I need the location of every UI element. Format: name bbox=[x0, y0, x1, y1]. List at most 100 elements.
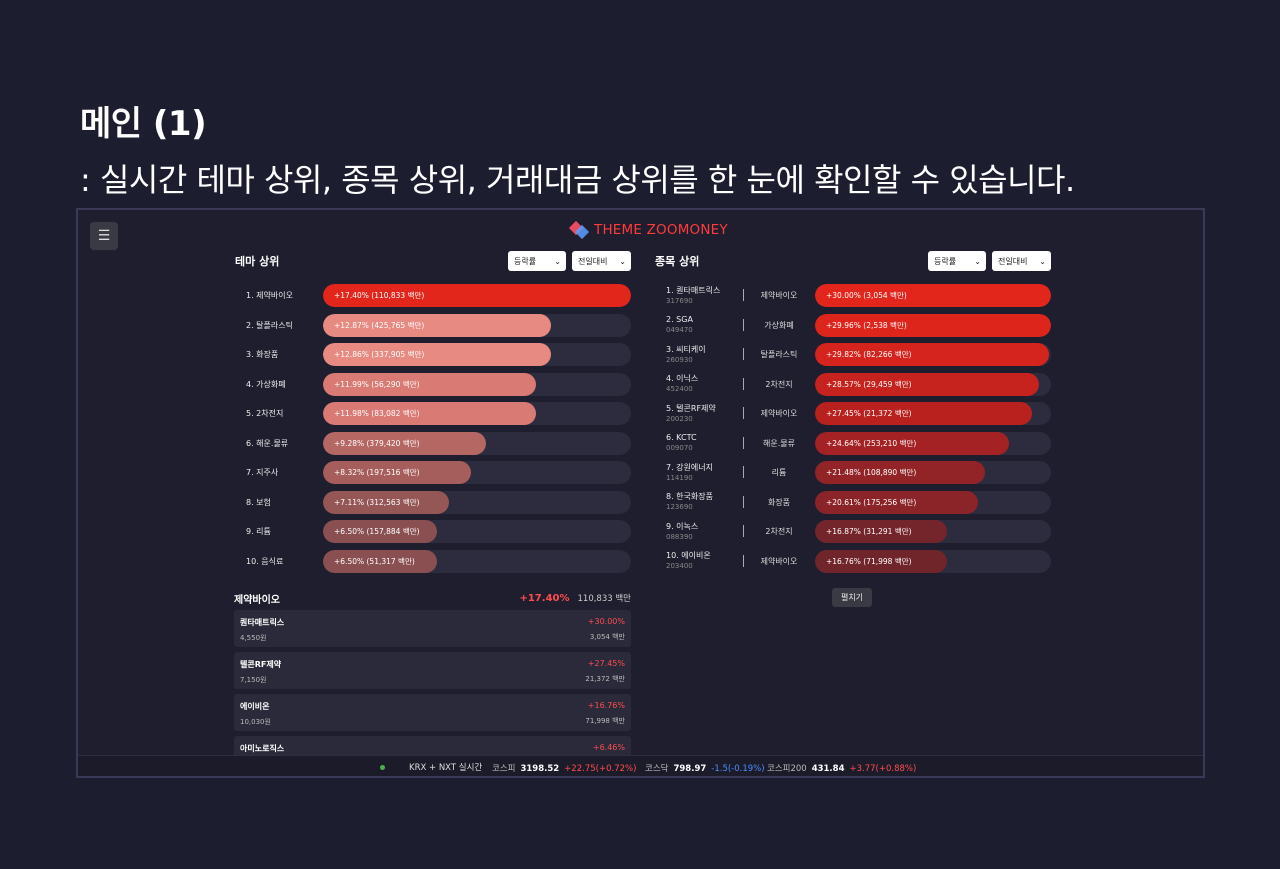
theme-bar[interactable]: +9.28% (379,420 백만) bbox=[323, 431, 631, 455]
logo[interactable]: THEME ZOOMONEY bbox=[568, 220, 728, 240]
theme-row[interactable]: 9. 리튬 +6.50% (157,884 백만) bbox=[234, 517, 631, 547]
stock-bar[interactable]: +16.87% (31,291 백만) bbox=[815, 520, 1051, 543]
stock-row[interactable]: 5. 텔콘RF제약 200230 제약바이오 +27.45% (21,372 백만) bbox=[654, 399, 1051, 429]
stock-name: 5. 텔콘RF제약 bbox=[666, 403, 716, 413]
index-change: -1.5(-0.19%) bbox=[711, 764, 765, 774]
stock-bar-label: +30.00% (3,054 백만) bbox=[826, 291, 907, 300]
detail-stock-card[interactable]: 퀀타매트릭스 4,550원 +30.00% 3,054 백만 bbox=[234, 610, 631, 647]
theme-bar[interactable]: +12.87% (425,765 백만) bbox=[323, 313, 631, 337]
stock-theme: 가상화폐 bbox=[764, 320, 794, 330]
stock-bar[interactable]: +29.96% (2,538 백만) bbox=[815, 313, 1051, 337]
theme-row[interactable]: 8. 보험 +7.11% (312,563 백만) bbox=[234, 488, 631, 518]
stock-bar-fill bbox=[815, 284, 1051, 307]
theme-sort-select[interactable]: 등락률 ⌄ bbox=[508, 251, 566, 271]
stock-theme: 제약바이오 bbox=[760, 291, 798, 301]
stock-theme: 2차전지 bbox=[765, 527, 793, 537]
stock-bar-label: +24.64% (253,210 백만) bbox=[826, 438, 917, 448]
stock-bar[interactable]: +27.45% (21,372 백만) bbox=[815, 402, 1051, 425]
stock-code: 452400 bbox=[666, 385, 693, 394]
theme-row[interactable]: 2. 탈플라스틱 +12.87% (425,765 백만) bbox=[234, 311, 631, 341]
stock-bar-fill bbox=[815, 343, 1049, 366]
detail-stock-card[interactable]: 에이비온 10,030원 +16.76% 71,998 백만 bbox=[234, 694, 631, 731]
theme-row[interactable]: 7. 지주사 +8.32% (197,516 백만) bbox=[234, 458, 631, 488]
divider bbox=[743, 554, 744, 567]
stock-theme: 제약바이오 bbox=[760, 556, 798, 566]
stock-bar-fill bbox=[815, 431, 1009, 455]
theme-list: 1. 제약바이오 +17.40% (110,833 백만) 2. 탈플라스틱 +12.… bbox=[234, 281, 631, 576]
menu-button[interactable]: ☰ bbox=[90, 222, 118, 250]
stock-name: 8. 한국화장품 bbox=[666, 492, 713, 502]
stock-name: 10. 에이비온 bbox=[666, 551, 711, 561]
stock-name-block: 7. 강원에너지 114190 bbox=[654, 463, 744, 483]
stock-row[interactable]: 7. 강원에너지 114190 리튬 +21.48% (108,890 백만) bbox=[654, 458, 1051, 488]
stock-code: 009070 bbox=[666, 444, 693, 453]
theme-row[interactable]: 10. 음식료 +6.50% (51,317 백만) bbox=[234, 547, 631, 577]
stock-row[interactable]: 8. 한국화장품 123690 화장품 +20.61% (175,256 백만) bbox=[654, 488, 1051, 518]
theme-bar[interactable]: +12.86% (337,905 백만) bbox=[323, 343, 631, 366]
theme-bar[interactable]: +7.11% (312,563 백만) bbox=[323, 490, 631, 514]
theme-bar[interactable]: +11.99% (56,290 백만) bbox=[323, 372, 631, 396]
stock-name-block: 5. 텔콘RF제약 200230 bbox=[654, 404, 744, 424]
index-name: 코스피 bbox=[492, 764, 516, 774]
theme-row[interactable]: 5. 2차전지 +11.98% (83,082 백만) bbox=[234, 399, 631, 429]
stock-top-panel: 종목 상위 등락률 ⌄ 전일대비 ⌄ 1. 퀀타매트릭스 317690 제약바이오 +… bbox=[654, 250, 1051, 576]
stock-row[interactable]: 4. 이닉스 452400 2차전지 +28.57% (29,459 백만) bbox=[654, 370, 1051, 400]
stock-name-block: 3. 씨티케이 260930 bbox=[654, 345, 744, 365]
stock-bar[interactable]: +21.48% (108,890 백만) bbox=[815, 461, 1051, 484]
stock-bar[interactable]: +30.00% (3,054 백만) bbox=[815, 284, 1051, 307]
theme-name: 2. 탈플라스틱 bbox=[246, 320, 293, 330]
theme-row[interactable]: 6. 해운.물류 +9.28% (379,420 백만) bbox=[234, 429, 631, 459]
index-quote: 코스피 3198.52 +22.75(+0.72%) bbox=[492, 762, 636, 774]
stock-theme: 2차전지 bbox=[765, 379, 793, 389]
theme-basis-select[interactable]: 전일대비 ⌄ bbox=[572, 251, 631, 271]
stock-bar-label: +16.87% (31,291 백만) bbox=[826, 527, 912, 536]
stock-bar-label: +29.82% (82,266 백만) bbox=[826, 350, 912, 359]
stock-bar[interactable]: +16.76% (71,998 백만) bbox=[815, 549, 1051, 573]
theme-bar-fill bbox=[323, 372, 536, 396]
theme-bar-label: +12.86% (337,905 백만) bbox=[334, 350, 425, 359]
stock-bar[interactable]: +29.82% (82,266 백만) bbox=[815, 343, 1051, 366]
app-screenshot: ☰ THEME ZOOMONEY 테마 상위 등락률 ⌄ 전일대비 ⌄ 1. 제… bbox=[76, 208, 1205, 778]
stock-basis-select[interactable]: 전일대비 ⌄ bbox=[992, 251, 1051, 271]
hamburger-icon: ☰ bbox=[97, 228, 111, 244]
theme-bar[interactable]: +6.50% (51,317 백만) bbox=[323, 549, 631, 573]
detail-stock-name: 텔콘RF제약 bbox=[240, 660, 282, 669]
stock-bar-fill bbox=[815, 372, 1040, 396]
theme-row[interactable]: 3. 화장품 +12.86% (337,905 백만) bbox=[234, 340, 631, 370]
theme-bar-label: +7.11% (312,563 백만) bbox=[334, 497, 420, 507]
stock-theme: 리튬 bbox=[771, 468, 787, 478]
detail-stock-amount: 3,054 백만 bbox=[589, 633, 625, 641]
stock-row[interactable]: 10. 에이비온 203400 제약바이오 +16.76% (71,998 백만) bbox=[654, 547, 1051, 577]
stock-bar[interactable]: +28.57% (29,459 백만) bbox=[815, 372, 1051, 396]
theme-bar-fill bbox=[323, 549, 437, 573]
theme-bar[interactable]: +11.98% (83,082 백만) bbox=[323, 402, 631, 425]
stock-row[interactable]: 6. KCTC 009070 해운.물류 +24.64% (253,210 백만) bbox=[654, 429, 1051, 459]
stock-bar[interactable]: +20.61% (175,256 백만) bbox=[815, 490, 1051, 514]
theme-row[interactable]: 4. 가상화폐 +11.99% (56,290 백만) bbox=[234, 370, 631, 400]
stock-row[interactable]: 2. SGA 049470 가상화폐 +29.96% (2,538 백만) bbox=[654, 311, 1051, 341]
stock-bar-fill bbox=[815, 402, 1033, 425]
divider bbox=[743, 377, 744, 390]
theme-detail: 제약바이오 +17.40% 110,833 백만 퀀타매트릭스 4,550원 +30… bbox=[234, 588, 631, 776]
stock-row[interactable]: 1. 퀀타매트릭스 317690 제약바이오 +30.00% (3,054 백만) bbox=[654, 281, 1051, 311]
stock-name: 3. 씨티케이 bbox=[666, 344, 706, 354]
detail-stock-name: 에이비온 bbox=[240, 702, 270, 711]
stock-code: 049470 bbox=[666, 326, 693, 335]
theme-row[interactable]: 1. 제약바이오 +17.40% (110,833 백만) bbox=[234, 281, 631, 311]
index-name: 코스닥 bbox=[645, 764, 669, 774]
detail-stock-card[interactable]: 텔콘RF제약 7,150원 +27.45% 21,372 백만 bbox=[234, 652, 631, 689]
theme-bar[interactable]: +17.40% (110,833 백만) bbox=[323, 284, 631, 307]
theme-bar[interactable]: +8.32% (197,516 백만) bbox=[323, 461, 631, 484]
theme-bar-fill bbox=[323, 431, 487, 455]
stock-bar-label: +20.61% (175,256 백만) bbox=[826, 497, 917, 507]
expand-button[interactable]: 펼치기 bbox=[832, 588, 872, 607]
stock-bar-fill bbox=[815, 313, 1051, 337]
theme-bar[interactable]: +6.50% (157,884 백만) bbox=[323, 520, 631, 543]
divider bbox=[743, 407, 744, 419]
stock-row[interactable]: 3. 씨티케이 260930 탈플라스틱 +29.82% (82,266 백만) bbox=[654, 340, 1051, 370]
stock-sort-select[interactable]: 등락률 ⌄ bbox=[928, 251, 986, 271]
stock-bar[interactable]: +24.64% (253,210 백만) bbox=[815, 431, 1051, 455]
stock-row[interactable]: 9. 이녹스 088390 2차전지 +16.87% (31,291 백만) bbox=[654, 517, 1051, 547]
live-dot-icon bbox=[380, 765, 385, 770]
theme-name: 7. 지주사 bbox=[246, 468, 279, 478]
